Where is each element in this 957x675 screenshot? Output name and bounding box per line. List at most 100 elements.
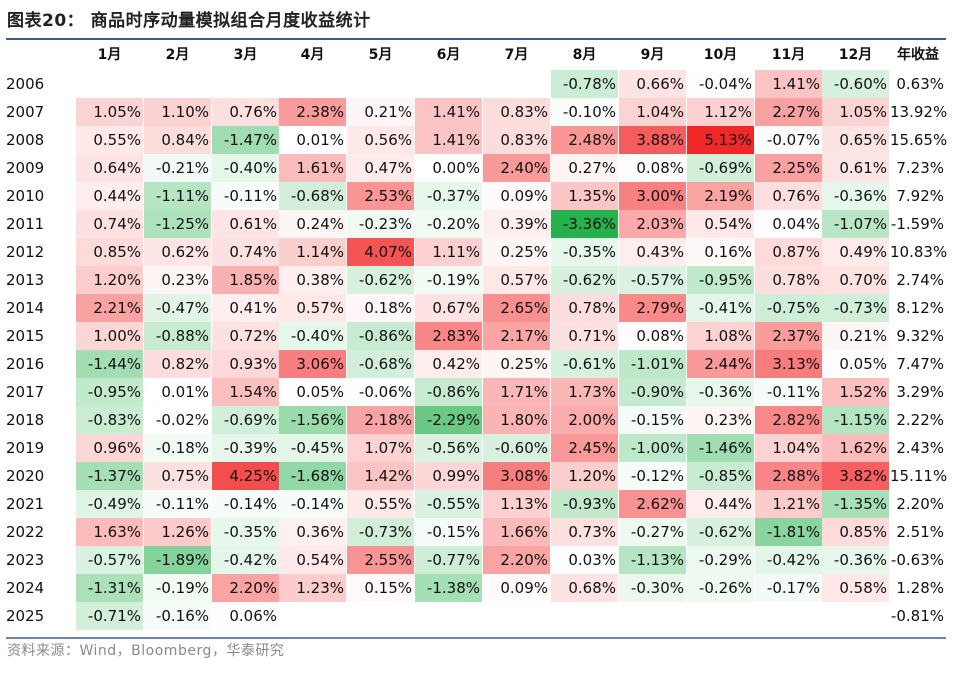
- return-cell: -0.23%: [347, 210, 414, 238]
- return-cell: 1.63%: [76, 518, 143, 546]
- return-cell: -0.41%: [687, 294, 754, 322]
- return-cell: -0.35%: [212, 518, 279, 546]
- return-cell: 2.44%: [687, 350, 754, 378]
- return-cell: 0.57%: [483, 266, 550, 294]
- return-cell: -0.10%: [551, 98, 618, 126]
- return-cell: -0.73%: [347, 518, 414, 546]
- return-cell: 0.62%: [144, 238, 211, 266]
- year-label: 2024: [6, 579, 45, 597]
- return-cell: -0.85%: [687, 462, 754, 490]
- return-cell: 0.99%: [415, 462, 482, 490]
- return-cell: -1.81%: [755, 518, 822, 546]
- return-cell: 4.07%: [347, 238, 414, 266]
- header-row: 1月 2月 3月 4月 5月 6月 7月 8月 9月 10月 11月 12月 年收益: [6, 40, 946, 70]
- return-cell: -0.02%: [144, 406, 211, 434]
- return-cell: 0.65%: [822, 126, 889, 154]
- return-cell: 2.21%: [76, 294, 143, 322]
- return-cell: -0.88%: [144, 322, 211, 350]
- source-note: 资料来源：Wind，Bloomberg，华泰研究: [7, 643, 285, 659]
- return-cell: -0.77%: [415, 546, 482, 574]
- return-cell: 0.83%: [483, 98, 550, 126]
- annual-return-cell: 3.29%: [896, 383, 944, 401]
- return-cell: 0.41%: [212, 294, 279, 322]
- annual-return-cell: 7.23%: [896, 159, 944, 177]
- return-cell: -0.68%: [347, 350, 414, 378]
- return-cell: 0.61%: [822, 154, 889, 182]
- return-cell: -0.55%: [415, 490, 482, 518]
- return-cell: 0.09%: [483, 574, 550, 602]
- return-cell: -0.14%: [279, 490, 346, 518]
- return-cell: -0.90%: [619, 378, 686, 406]
- return-cell: 0.05%: [279, 378, 346, 406]
- annual-return-cell: -1.59%: [890, 215, 944, 233]
- annual-return-cell: 8.12%: [896, 299, 944, 317]
- table-row: 2012 0.85% 0.62% 0.74% 1.14% 4.07% 1.11% 0.25% -…: [6, 238, 948, 266]
- return-cell: 4.25%: [212, 462, 279, 490]
- return-cell: 0.16%: [687, 238, 754, 266]
- return-cell: 0.64%: [76, 154, 143, 182]
- table-row: 2007 1.05% 1.10% 0.76% 2.38% 0.21% 1.41% 0.83% -…: [6, 98, 947, 126]
- annual-return-cell: 2.22%: [896, 411, 944, 429]
- return-cell: 0.06%: [212, 602, 279, 630]
- header-month-7: 7月: [504, 47, 529, 63]
- return-cell: -0.62%: [551, 266, 618, 294]
- return-cell: -0.14%: [212, 490, 279, 518]
- return-cell: 2.38%: [279, 98, 346, 126]
- year-label: 2016: [6, 355, 45, 373]
- return-cell: 1.62%: [822, 434, 889, 462]
- return-cell: -0.21%: [144, 154, 211, 182]
- header-month-3: 3月: [233, 47, 258, 63]
- return-cell: -0.60%: [483, 434, 550, 462]
- return-cell: 0.85%: [822, 518, 889, 546]
- return-cell: -0.36%: [822, 546, 889, 574]
- annual-return-cell: 1.28%: [896, 579, 944, 597]
- return-cell: 2.17%: [483, 322, 550, 350]
- return-cell: -0.40%: [279, 322, 346, 350]
- return-cell: 2.82%: [755, 406, 822, 434]
- return-cell: -0.19%: [144, 574, 211, 602]
- return-cell: 0.76%: [212, 98, 279, 126]
- header-month-12: 12月: [838, 47, 873, 63]
- return-cell: -0.49%: [76, 490, 143, 518]
- return-cell: -0.71%: [76, 602, 143, 630]
- return-cell: 3.82%: [822, 462, 889, 490]
- return-cell: -0.35%: [551, 238, 618, 266]
- annual-return-cell: -0.63%: [890, 551, 944, 569]
- table-row: 2022 1.63% 1.26% -0.35% 0.36% -0.73% -0.15% 1.6…: [6, 518, 946, 546]
- return-cell: 0.55%: [347, 490, 414, 518]
- return-cell: -0.17%: [755, 574, 822, 602]
- return-cell: -0.62%: [687, 518, 754, 546]
- table-row: 2008 0.55% 0.84% -1.47% 0.01% 0.56% 1.41% 0.83%…: [6, 126, 947, 154]
- return-cell: [822, 602, 889, 630]
- return-cell: -1.47%: [212, 126, 279, 154]
- return-cell: 1.41%: [415, 126, 482, 154]
- annual-return-cell: 10.83%: [890, 243, 948, 261]
- table-row: 2018 -0.83% -0.02% -0.69% -1.56% 2.18% -2.29% 1…: [6, 406, 946, 434]
- return-cell: 2.03%: [619, 210, 686, 238]
- header-blank: [6, 40, 76, 70]
- return-cell: 2.79%: [619, 294, 686, 322]
- year-label: 2023: [6, 551, 45, 569]
- return-cell: [551, 602, 618, 630]
- return-cell: 1.41%: [415, 98, 482, 126]
- return-cell: 1.08%: [687, 322, 754, 350]
- return-cell: 0.71%: [551, 322, 618, 350]
- return-cell: 0.18%: [347, 294, 414, 322]
- return-cell: 2.45%: [551, 434, 618, 462]
- return-cell: -0.45%: [279, 434, 346, 462]
- return-cell: -0.11%: [755, 378, 822, 406]
- return-cell: 0.85%: [76, 238, 143, 266]
- return-cell: [279, 602, 346, 630]
- annual-return-cell: -0.81%: [890, 607, 944, 625]
- return-cell: -0.93%: [551, 490, 618, 518]
- return-cell: 1.00%: [76, 322, 143, 350]
- table-row: 2025 -0.71% -0.16% 0.06% -0.81%: [6, 602, 946, 630]
- return-cell: -0.27%: [619, 518, 686, 546]
- return-cell: 3.00%: [619, 182, 686, 210]
- table-row: 2016 -1.44% 0.82% 0.93% 3.06% -0.68% 0.42% 0.25…: [6, 350, 946, 378]
- return-cell: -0.57%: [619, 266, 686, 294]
- return-cell: 2.62%: [619, 490, 686, 518]
- year-label: 2011: [6, 215, 45, 233]
- return-cell: -0.11%: [144, 490, 211, 518]
- year-label: 2008: [6, 131, 45, 149]
